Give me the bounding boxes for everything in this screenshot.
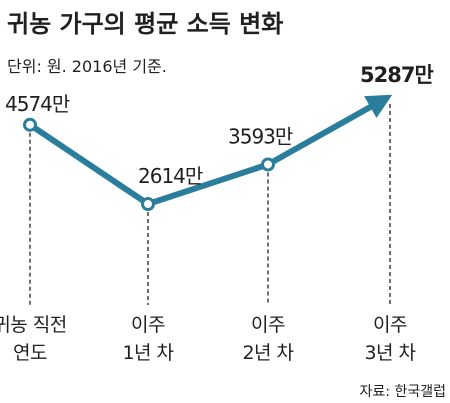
data-markers	[23, 117, 275, 211]
series-line	[27, 94, 393, 207]
chart-subtitle: 단위: 원. 2016년 기준.	[7, 57, 167, 76]
series-arrow-segment	[266, 94, 393, 168]
category-label-0-1: 연도	[13, 342, 47, 364]
data-point-0	[23, 117, 37, 132]
category-label-3-1: 3년 차	[364, 342, 415, 364]
value-label-1: 2614만	[138, 164, 203, 188]
category-label-1-0: 이주	[131, 314, 165, 336]
guide-lines	[29, 104, 391, 305]
chart-title: 귀농 가구의 평균 소득 변화	[7, 10, 283, 38]
value-label-3: 5287만	[360, 63, 433, 87]
category-label-0-0: 귀농 직전	[0, 314, 67, 336]
value-labels: 4574만 2614만 3593만 5287만	[5, 63, 434, 188]
category-label-2-0: 이주	[251, 314, 285, 336]
source-note: 자료: 한국갤럽	[360, 384, 446, 400]
data-point-1	[141, 197, 155, 211]
value-label-2: 3593만	[228, 124, 293, 148]
data-point-2	[261, 157, 275, 172]
category-label-2-1: 2년 차	[242, 342, 293, 364]
category-label-3-0: 이주	[373, 314, 407, 336]
value-label-0: 4574만	[5, 92, 70, 116]
category-label-1-1: 1년 차	[122, 342, 173, 364]
